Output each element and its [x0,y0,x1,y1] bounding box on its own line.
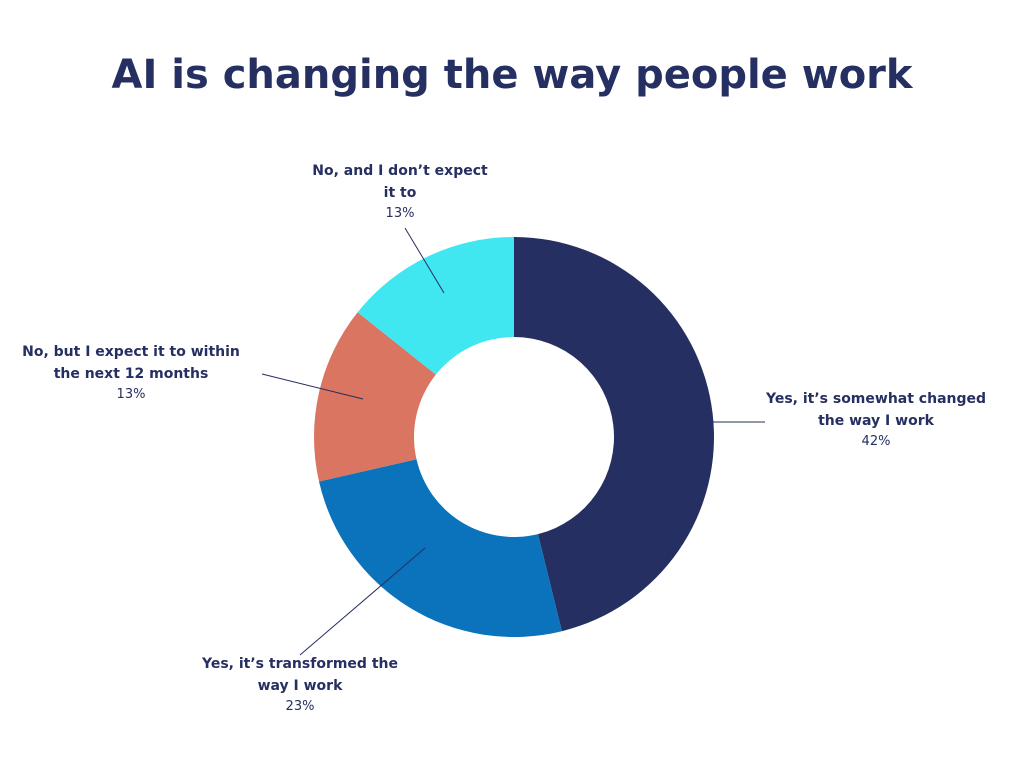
donut-slice [514,237,714,632]
leader-line [299,547,426,656]
category-label: No, and I don’t expect it to [312,163,488,201]
leader-line [404,227,445,294]
value-label: 13% [116,387,146,402]
category-label: Yes, it’s transformed the way I work [202,656,398,694]
slice-label: No, and I don’t expect it to 13% [310,160,490,224]
donut-slice [319,459,562,637]
value-label: 13% [385,206,415,221]
donut-slice [314,312,436,482]
leader-line [261,373,364,400]
slice-label: Yes, it’s somewhat changed the way I wor… [756,388,996,452]
category-label: No, but I expect it to within the next 1… [22,344,240,382]
chart-title: AI is changing the way people work [111,52,913,98]
category-label: Yes, it’s somewhat changed the way I wor… [765,391,987,429]
value-label: 23% [285,699,315,714]
slice-label: No, but I expect it to within the next 1… [11,341,251,405]
value-label: 42% [861,434,891,449]
donut-slice [357,237,514,375]
slice-label: Yes, it’s transformed the way I work 23% [200,653,400,717]
